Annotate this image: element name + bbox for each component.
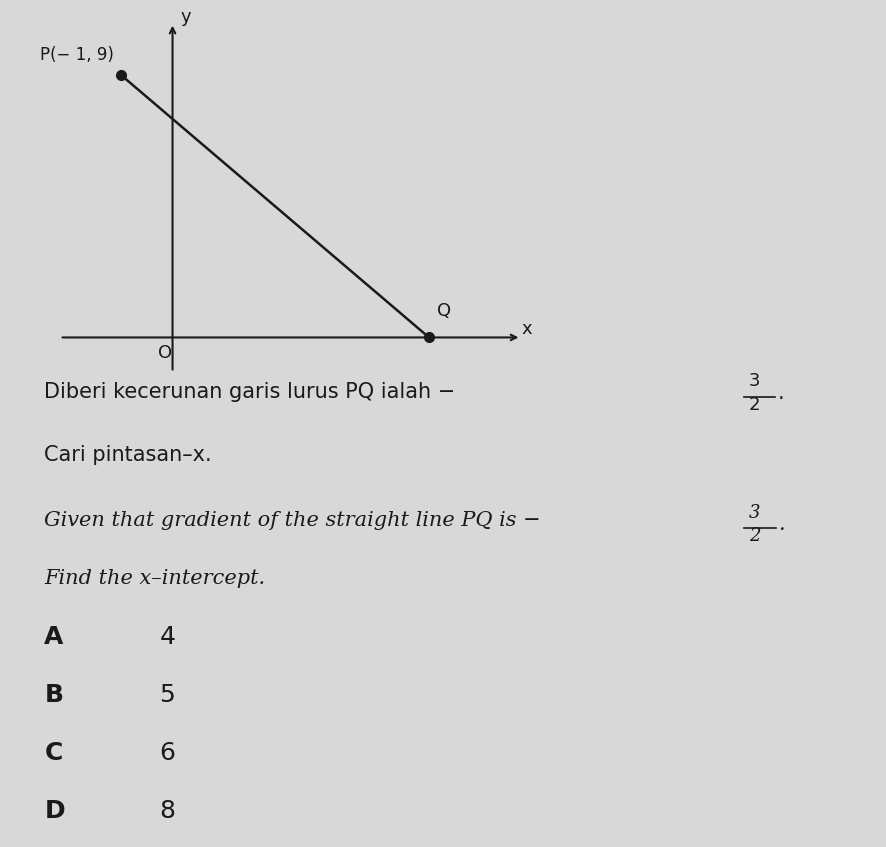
Text: 4: 4: [159, 625, 175, 650]
Text: Diberi kecerunan garis lurus PQ ialah −: Diberi kecerunan garis lurus PQ ialah −: [44, 382, 455, 402]
Text: 2: 2: [749, 528, 760, 545]
Text: .: .: [778, 383, 784, 403]
Text: y: y: [180, 8, 190, 26]
Text: Find the x–intercept.: Find the x–intercept.: [44, 569, 266, 588]
Text: O: O: [158, 344, 172, 362]
Text: 2: 2: [749, 396, 760, 414]
Text: .: .: [778, 515, 784, 534]
Text: C: C: [44, 741, 63, 765]
Text: 3: 3: [749, 504, 760, 522]
Text: 3: 3: [749, 372, 760, 390]
Text: 8: 8: [159, 799, 175, 823]
Text: Given that gradient of the straight line PQ is −: Given that gradient of the straight line…: [44, 511, 541, 530]
Text: x: x: [521, 319, 532, 338]
Text: 5: 5: [159, 684, 175, 707]
Text: P(− 1, 9): P(− 1, 9): [40, 46, 113, 64]
Text: Q: Q: [437, 302, 451, 320]
Text: Cari pintasan–x.: Cari pintasan–x.: [44, 445, 212, 465]
Text: A: A: [44, 625, 64, 650]
Text: B: B: [44, 684, 63, 707]
Text: D: D: [44, 799, 65, 823]
Text: 6: 6: [159, 741, 175, 765]
